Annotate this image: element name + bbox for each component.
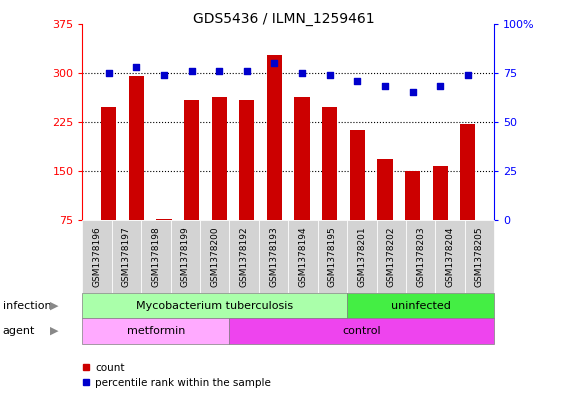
Text: infection: infection: [3, 301, 52, 310]
Text: uninfected: uninfected: [391, 301, 450, 310]
Point: [270, 60, 279, 66]
Text: GSM1378195: GSM1378195: [328, 226, 337, 287]
Bar: [156, 219, 172, 220]
Text: agent: agent: [3, 326, 35, 336]
Bar: [322, 107, 337, 220]
Text: ▶: ▶: [50, 326, 58, 336]
Bar: [433, 166, 448, 220]
Text: GSM1378193: GSM1378193: [269, 226, 278, 287]
Legend: count, percentile rank within the sample: count, percentile rank within the sample: [82, 363, 272, 388]
Point: [408, 89, 417, 95]
Text: ▶: ▶: [50, 301, 58, 310]
Bar: [405, 171, 420, 220]
Bar: [460, 124, 475, 220]
Point: [325, 72, 334, 78]
Bar: [212, 97, 227, 220]
Bar: [184, 100, 199, 220]
Text: GSM1378203: GSM1378203: [416, 226, 425, 287]
Point: [132, 64, 141, 70]
Text: GSM1378196: GSM1378196: [93, 226, 102, 287]
Bar: [350, 130, 365, 220]
Bar: [377, 159, 392, 220]
Bar: [101, 107, 116, 220]
Text: GSM1378197: GSM1378197: [122, 226, 131, 287]
Point: [436, 83, 445, 90]
Point: [160, 72, 169, 78]
Point: [215, 68, 224, 74]
Text: GSM1378194: GSM1378194: [298, 226, 307, 287]
Text: GSM1378198: GSM1378198: [152, 226, 160, 287]
Point: [243, 68, 252, 74]
Point: [298, 70, 307, 76]
Bar: [267, 55, 282, 220]
Text: GSM1378205: GSM1378205: [475, 226, 484, 287]
Text: control: control: [343, 326, 381, 336]
Text: GSM1378200: GSM1378200: [210, 226, 219, 287]
Bar: [129, 76, 144, 220]
Text: GSM1378201: GSM1378201: [357, 226, 366, 287]
Bar: [294, 97, 310, 220]
Text: GSM1378202: GSM1378202: [387, 226, 396, 286]
Point: [187, 68, 196, 74]
Point: [104, 70, 113, 76]
Point: [381, 83, 390, 90]
Text: GDS5436 / ILMN_1259461: GDS5436 / ILMN_1259461: [193, 12, 375, 26]
Text: GSM1378204: GSM1378204: [445, 226, 454, 286]
Text: GSM1378199: GSM1378199: [181, 226, 190, 287]
Text: Mycobacterium tuberculosis: Mycobacterium tuberculosis: [136, 301, 293, 310]
Text: metformin: metformin: [127, 326, 185, 336]
Bar: [239, 100, 254, 220]
Text: GSM1378192: GSM1378192: [240, 226, 249, 287]
Point: [463, 72, 473, 78]
Point: [353, 77, 362, 84]
